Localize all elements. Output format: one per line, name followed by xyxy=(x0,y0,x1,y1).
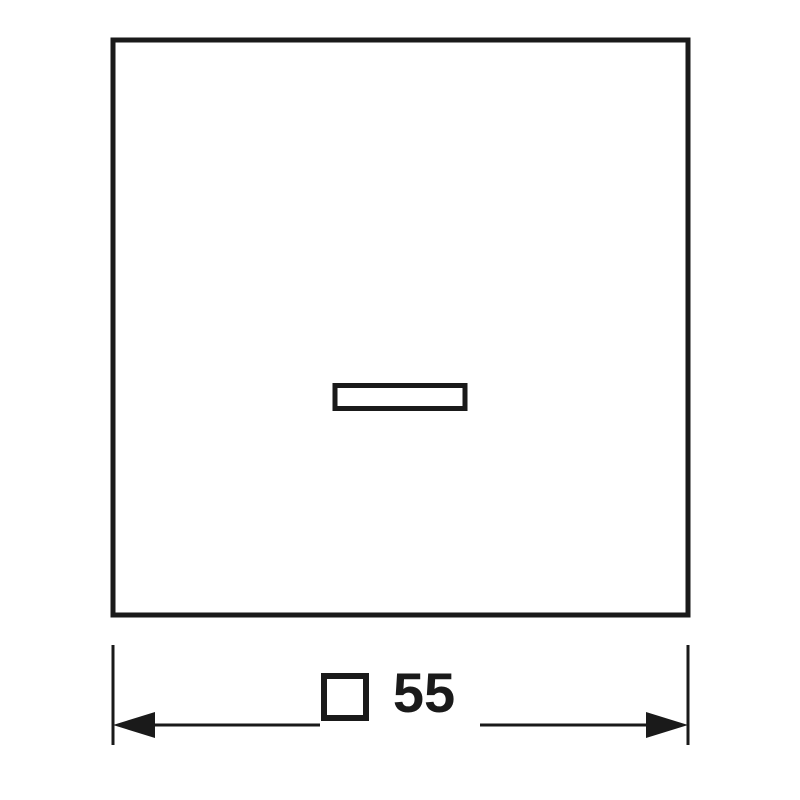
dimension-value: 55 xyxy=(393,661,455,724)
technical-drawing: 55 xyxy=(0,0,800,800)
part-outline-square xyxy=(113,40,688,615)
arrowhead-right-icon xyxy=(646,712,688,738)
indicator-slot xyxy=(335,386,465,409)
square-dimension-symbol-icon xyxy=(324,676,366,718)
width-dimension: 55 xyxy=(113,645,688,745)
arrowhead-left-icon xyxy=(113,712,155,738)
